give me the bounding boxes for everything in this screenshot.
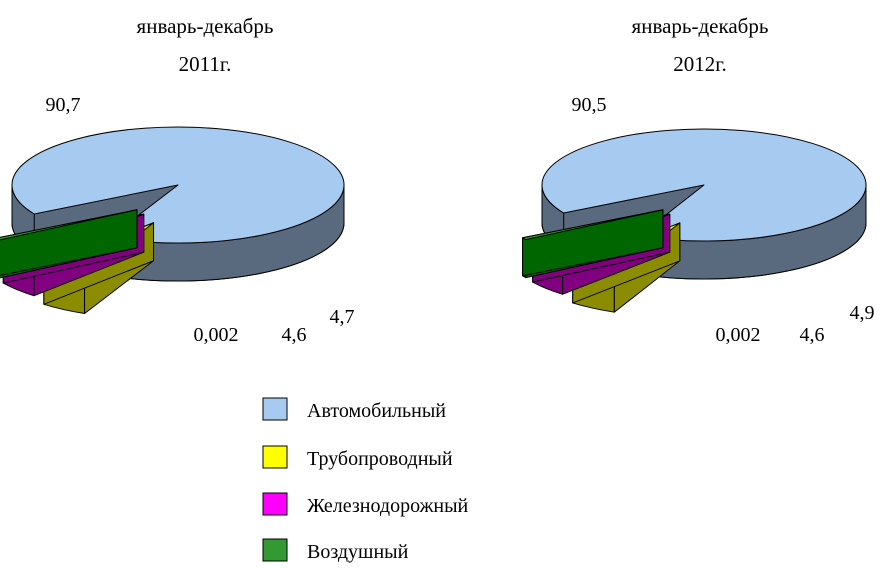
- data-label-avtomobilny: 90,5: [572, 94, 607, 116]
- data-label-zheleznodorozhny: 4,6: [800, 324, 825, 346]
- legend-label-truboprovodny: Трубопроводный: [307, 448, 453, 470]
- legend: Автомобильный Трубопроводный Железнодоро…: [262, 397, 469, 563]
- legend-swatch-zheleznodorozhny: [262, 492, 288, 516]
- legend-swatch-truboprovodny: [262, 445, 288, 469]
- data-label-truboprovodny: 4,9: [850, 302, 875, 324]
- chart-title-line-2: 2011г.: [179, 52, 232, 76]
- slice-vozdushny: [522, 209, 664, 241]
- legend-swatch-vozdushny: [262, 538, 288, 562]
- chart-title-line-1: январь-декабрь: [137, 14, 274, 38]
- chart-title-line-2: 2012г.: [673, 52, 727, 76]
- legend-label-avtomobilny: Автомобильный: [307, 400, 446, 422]
- pie-slices: [522, 128, 867, 313]
- pie-chart-2011: январь-декабрь 2011г. 90,7 4,7 4,6 0,002: [0, 14, 355, 346]
- slice-avtomobilny: [11, 126, 345, 244]
- slice-vozdushny: [0, 209, 138, 241]
- data-label-zheleznodorozhny: 4,6: [282, 324, 307, 346]
- pie-slices: [0, 126, 345, 315]
- data-label-truboprovodny: 4,7: [330, 306, 355, 328]
- legend-swatch-avtomobilny: [262, 397, 288, 421]
- data-label-avtomobilny: 90,7: [46, 94, 81, 116]
- chart-title-line-1: январь-декабрь: [632, 14, 769, 38]
- legend-label-zheleznodorozhny: Железнодорожный: [307, 495, 469, 517]
- pie-chart-2012: январь-декабрь 2012г. 90,5 4,9 4,6 0,002: [522, 14, 875, 346]
- slice-avtomobilny: [541, 128, 867, 242]
- legend-label-vozdushny: Воздушный: [307, 541, 409, 563]
- data-label-vozdushny: 0,002: [716, 324, 761, 346]
- data-label-vozdushny: 0,002: [194, 324, 239, 346]
